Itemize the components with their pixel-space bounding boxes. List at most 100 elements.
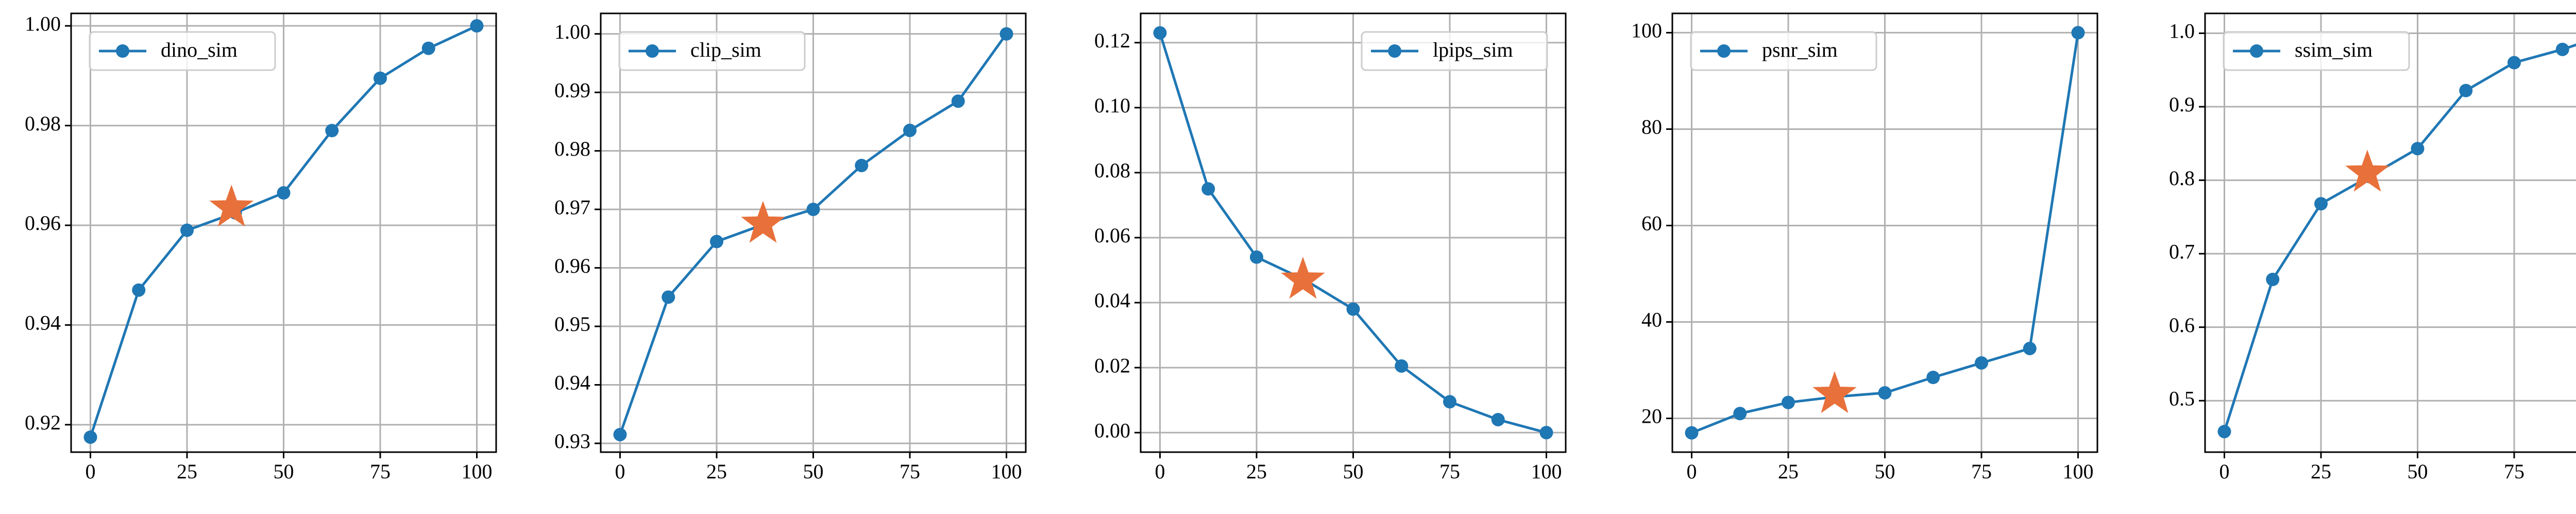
y-tick-label: 0.7 (2169, 240, 2195, 263)
y-tick-label: 1.00 (554, 20, 590, 43)
y-tick-label: 0.06 (1094, 224, 1130, 247)
data-point (1539, 426, 1553, 440)
y-tick-label: 0.99 (554, 78, 590, 102)
y-tick-label: 0.97 (554, 195, 590, 219)
data-point (1250, 250, 1263, 264)
data-point (277, 186, 291, 200)
highlight-star (2345, 150, 2389, 192)
x-tick-label: 75 (1439, 460, 1460, 483)
x-tick-label: 0 (86, 460, 96, 483)
legend-marker (2250, 44, 2263, 58)
x-tick-label: 100 (2063, 460, 2094, 483)
data-point (1395, 359, 1409, 373)
x-tick-label: 50 (1875, 460, 1895, 483)
data-point (806, 203, 820, 217)
highlight-star (1812, 371, 1857, 413)
x-tick-label: 50 (2408, 460, 2428, 483)
data-point (1153, 26, 1167, 40)
subplot: 0 25 50 75 100 0.00 0.02 0.04 0.06 0.08 0.10 0.12 lp… (1094, 12, 1567, 483)
legend-box (1690, 31, 1877, 71)
y-tick-label: 0.04 (1094, 289, 1130, 312)
data-point (855, 159, 869, 173)
legend-label: dino_sim (161, 38, 238, 61)
data-point (2459, 84, 2473, 97)
y-tick-label: 0.10 (1094, 94, 1130, 117)
y-tick-label: 0.93 (554, 429, 590, 453)
x-tick-label: 75 (370, 460, 391, 483)
x-tick-label: 100 (462, 460, 493, 483)
x-tick-label: 25 (177, 460, 197, 483)
data-point (180, 223, 194, 237)
legend-marker (116, 44, 129, 58)
subplot: 0 25 50 75 100 20 40 60 80 100 psnr_sim (1631, 12, 2098, 483)
legend: psnr_sim (1690, 31, 1877, 71)
y-tick-label: 0.98 (25, 112, 61, 135)
data-point (2071, 26, 2085, 40)
data-point (421, 41, 435, 55)
data-point (613, 427, 627, 441)
data-point (132, 283, 146, 297)
legend-box (618, 31, 806, 71)
highlight-star (209, 185, 254, 227)
y-tick-label: 60 (1641, 212, 1662, 235)
data-point (374, 71, 387, 85)
data-point (2023, 341, 2037, 355)
x-tick-label: 100 (1531, 460, 1562, 483)
y-tick-label: 0.02 (1094, 354, 1130, 377)
plot-frame (70, 12, 497, 453)
data-point (903, 123, 917, 137)
highlight-star (741, 201, 785, 243)
x-tick-label: 75 (900, 460, 920, 483)
legend-label: ssim_sim (2295, 38, 2372, 61)
data-point (662, 290, 675, 304)
data-point (1346, 302, 1360, 316)
x-tick-label: 75 (2504, 460, 2524, 483)
y-tick-label: 0.95 (554, 312, 590, 336)
plot-frame (2204, 12, 2576, 453)
x-tick-label: 50 (1343, 460, 1364, 483)
x-tick-label: 0 (2219, 460, 2230, 483)
data-point (951, 94, 965, 108)
legend: lpips_sim (1361, 31, 1548, 71)
series-line (2223, 43, 2576, 432)
x-tick-label: 50 (274, 460, 294, 483)
y-tick-label: 0.92 (25, 411, 61, 434)
data-point (2266, 273, 2280, 287)
data-point (999, 27, 1013, 41)
y-tick-label: 0.00 (1094, 419, 1130, 442)
y-tick-label: 0.9 (2169, 93, 2195, 116)
subplot: 0 25 50 75 100 0.92 0.94 0.96 0.98 1.00 dino_sim (25, 12, 497, 483)
plot-frame (1140, 12, 1567, 453)
data-point (2555, 42, 2569, 56)
data-point (83, 430, 97, 444)
y-tick-label: 100 (1631, 19, 1662, 42)
plot-frame (600, 12, 1027, 453)
highlight-star (1281, 256, 1325, 299)
x-tick-label: 100 (991, 460, 1022, 483)
subplot: 0 25 50 75 100 0.93 0.94 0.95 0.96 0.97 0.98 0.99 1.… (554, 12, 1027, 483)
x-tick-label: 0 (1155, 460, 1165, 483)
data-point (470, 19, 484, 33)
data-point (1878, 386, 1892, 400)
data-point (2411, 142, 2425, 156)
y-tick-label: 0.08 (1094, 159, 1130, 182)
y-tick-label: 20 (1641, 405, 1662, 428)
x-tick-label: 25 (1246, 460, 1267, 483)
x-tick-label: 25 (1778, 460, 1799, 483)
x-tick-label: 75 (1971, 460, 1992, 483)
x-tick-label: 0 (1687, 460, 1697, 483)
y-tick-label: 0.98 (554, 137, 590, 160)
y-tick-label: 0.6 (2169, 313, 2195, 337)
x-tick-label: 25 (2311, 460, 2331, 483)
data-point (1926, 371, 1940, 385)
data-point (1733, 407, 1747, 421)
data-point (2314, 197, 2328, 211)
data-point (1685, 426, 1699, 440)
data-point (2217, 425, 2231, 439)
data-point (1201, 182, 1215, 196)
data-point (325, 124, 339, 138)
y-tick-label: 40 (1641, 308, 1662, 331)
legend-marker (1388, 44, 1401, 58)
